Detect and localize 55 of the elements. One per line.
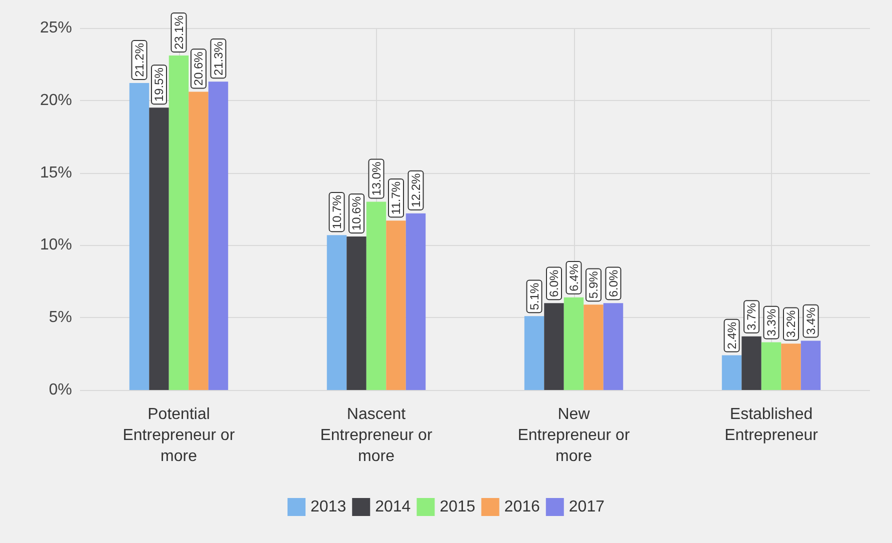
y-tick-label: 20%: [40, 92, 72, 109]
bar: [326, 235, 347, 390]
bar: [722, 355, 742, 390]
data-label: 20.6%: [192, 51, 206, 86]
data-label: 3.2%: [784, 310, 798, 338]
y-tick-label: 0%: [48, 382, 72, 398]
legend-label: 2015: [440, 498, 476, 516]
bar: [168, 56, 189, 390]
data-label: 6.0%: [547, 269, 561, 298]
x-tick-label: Potential Entrepreneur or more: [122, 406, 236, 465]
bar: [386, 220, 406, 390]
data-label: 11.7%: [389, 181, 403, 215]
data-label: 10.7%: [330, 194, 344, 230]
data-label: 23.1%: [172, 15, 186, 50]
bar: [346, 236, 366, 390]
data-label: 6.0%: [606, 269, 620, 298]
data-label: 21.2%: [132, 42, 146, 78]
y-tick-label: 25%: [40, 20, 72, 36]
legend-label: 2017: [568, 498, 605, 516]
data-label: 3.7%: [744, 302, 758, 330]
data-label: 5.1%: [527, 282, 542, 310]
data-label: 6.4%: [566, 264, 581, 292]
data-label: 19.5%: [152, 67, 166, 102]
data-label: 13.0%: [369, 161, 384, 196]
bar: [742, 336, 762, 390]
legend-label: 2013: [310, 498, 346, 516]
data-label: 10.6%: [350, 196, 364, 231]
data-label: 21.3%: [211, 41, 226, 76]
bar: [406, 213, 426, 390]
bar: [584, 304, 604, 390]
bar: [188, 92, 208, 390]
data-label: 2.4%: [724, 322, 739, 350]
y-tick-label: 5%: [48, 309, 72, 326]
x-tick-label: Established Entrepreneur: [724, 406, 819, 444]
bar: [800, 340, 821, 390]
data-label: 12.2%: [408, 172, 423, 208]
legend-label: 2014: [375, 498, 411, 516]
y-tick-label: 15%: [40, 164, 72, 182]
data-label: 3.3%: [764, 308, 778, 336]
bar: [366, 202, 386, 390]
bar: [149, 108, 169, 390]
bar: [129, 83, 150, 390]
data-label: 3.4%: [804, 307, 818, 335]
bar: [781, 344, 801, 390]
bar: [564, 297, 584, 390]
x-tick-label: New Entrepreneur or more: [518, 406, 630, 465]
data-label: 5.9%: [586, 270, 600, 299]
y-tick-label: 10%: [40, 236, 72, 254]
bar: [761, 342, 782, 390]
bar: [208, 82, 228, 390]
legend-label: 2016: [504, 498, 540, 516]
bar: [524, 316, 544, 390]
x-tick-label: Nascent Entrepreneur or more: [320, 406, 433, 465]
bar: [603, 303, 624, 390]
bar: [544, 303, 564, 390]
